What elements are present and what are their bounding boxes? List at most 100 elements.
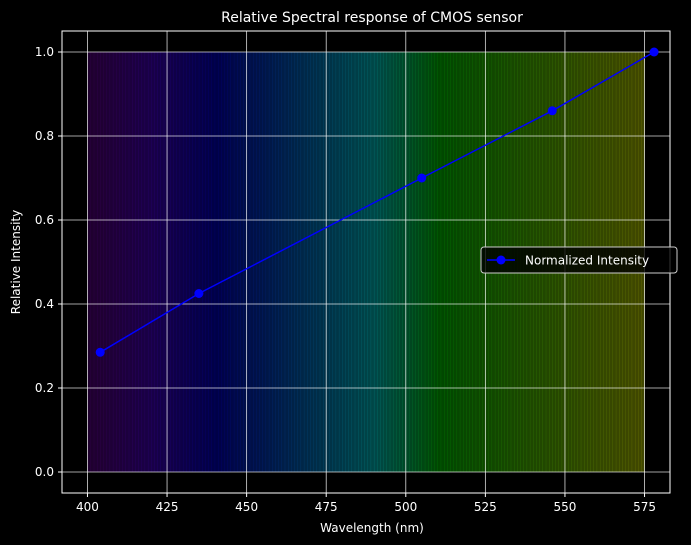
spectrum-stripe <box>361 52 365 472</box>
spectrum-stripe <box>147 52 152 472</box>
spectrum-stripe <box>358 52 362 472</box>
spectrum-stripe <box>202 52 206 472</box>
spectrum-stripe <box>233 52 238 472</box>
spectrum-stripe <box>463 52 467 472</box>
spectrum-stripe <box>408 52 413 472</box>
spectrum-stripe <box>214 52 219 472</box>
spectrum-stripe <box>154 52 158 472</box>
spectrum-stripe <box>431 52 435 472</box>
y-tick-label: 0.4 <box>35 297 54 311</box>
spectrum-stripe <box>313 52 317 472</box>
x-tick-label: 400 <box>76 500 99 514</box>
spectrum-stripe <box>173 52 177 472</box>
chart-title: Relative Spectral response of CMOS senso… <box>221 10 523 26</box>
spectrum-stripe <box>399 52 403 472</box>
spectrum-stripe <box>90 52 95 472</box>
spectrum-stripe <box>106 52 111 472</box>
spectrum-stripe <box>453 52 458 472</box>
spectrum-stripe <box>249 52 254 472</box>
data-point <box>194 289 204 298</box>
spectrum-stripe <box>332 52 337 472</box>
spectrum-stripe <box>354 52 359 472</box>
y-tick-label: 0.0 <box>35 465 54 479</box>
spectrum-stripe <box>421 52 426 472</box>
spectrum-stripe <box>211 52 216 472</box>
spectrum-stripe <box>447 52 451 472</box>
spectrum-stripe <box>472 52 477 472</box>
spectrum-stripe <box>208 52 212 472</box>
spectrum-stripe <box>116 52 120 472</box>
spectrum-stripe <box>393 52 397 472</box>
spectrum-stripe <box>469 52 473 472</box>
spectrum-stripe <box>268 52 273 472</box>
spectrum-stripe <box>291 52 295 472</box>
spectrum-stripe <box>272 52 276 472</box>
spectrum-stripe <box>345 52 349 472</box>
spectrum-stripe <box>221 52 225 472</box>
spectrum-stripe <box>100 52 104 472</box>
spectrum-stripe <box>364 52 368 472</box>
legend-box <box>480 246 678 274</box>
spectrum-stripe <box>303 52 308 472</box>
spectrum-stripe <box>237 52 241 472</box>
spectrum-stripe <box>112 52 117 472</box>
spectrum-stripe <box>383 52 387 472</box>
spectrum-stripe <box>240 52 244 472</box>
spectrum-stripe <box>227 52 232 472</box>
spectrum-stripe <box>93 52 98 472</box>
spectrum-stripe <box>119 52 123 472</box>
x-tick-label: 425 <box>156 500 179 514</box>
x-tick-label: 575 <box>633 500 656 514</box>
spectrum-stripe <box>125 52 130 472</box>
spectrum-stripe <box>319 52 324 472</box>
spectrum-stripe <box>386 52 391 472</box>
spectrum-stripe <box>157 52 161 472</box>
x-tick-label: 550 <box>553 500 576 514</box>
data-point <box>649 47 659 57</box>
spectrum-stripe <box>370 52 375 472</box>
spectrum-stripe <box>351 52 356 472</box>
spectrum-stripe <box>440 52 445 472</box>
spectrum-stripe <box>373 52 378 472</box>
data-point <box>417 173 427 183</box>
y-tick-label: 0.2 <box>35 381 54 395</box>
spectrum-stripe <box>310 52 314 472</box>
spectrum-stripe <box>326 52 330 472</box>
spectrum-stripe <box>389 52 394 472</box>
spectrum-stripe <box>205 52 209 472</box>
spectrum-stripe <box>132 52 136 472</box>
spectrum-stripe <box>252 52 257 472</box>
data-point <box>95 347 105 357</box>
spectrum-stripe <box>163 52 168 472</box>
spectrum-stripe <box>307 52 311 472</box>
spectrum-stripe <box>288 52 292 472</box>
spectrum-stripe <box>412 52 416 472</box>
spectrum-stripe <box>141 52 146 472</box>
data-point <box>547 106 557 116</box>
spectrum-stripe <box>456 52 461 472</box>
spectrum-stripe <box>434 52 438 472</box>
spectrum-stripe <box>189 52 193 472</box>
spectrum-stripe <box>243 52 247 472</box>
spectrum-stripe <box>329 52 333 472</box>
spectrum-stripe <box>265 52 270 472</box>
spectrum-stripe <box>278 52 282 472</box>
y-tick-label: 1.0 <box>35 45 54 59</box>
legend-label: Normalized Intensity <box>525 254 649 268</box>
spectrum-stripe <box>186 52 190 472</box>
spectrum-stripe <box>459 52 464 472</box>
y-tick-label: 0.6 <box>35 213 54 227</box>
spectrum-stripe <box>300 52 305 472</box>
spectrum-stripe <box>182 52 187 472</box>
spectrum-stripe <box>424 52 429 472</box>
spectrum-stripe <box>192 52 196 472</box>
spectrum-stripe <box>380 52 384 472</box>
spectrum-stripe <box>195 52 200 472</box>
spectrum-stripe <box>87 52 91 472</box>
legend: Normalized Intensity <box>480 246 678 274</box>
x-axis-ticks: 400 425 450 475 500 525 550 575 <box>76 493 656 514</box>
spectrum-stripe <box>437 52 442 472</box>
spectrum-stripe <box>246 52 251 472</box>
spectrum-stripe <box>151 52 155 472</box>
x-tick-label: 525 <box>474 500 497 514</box>
